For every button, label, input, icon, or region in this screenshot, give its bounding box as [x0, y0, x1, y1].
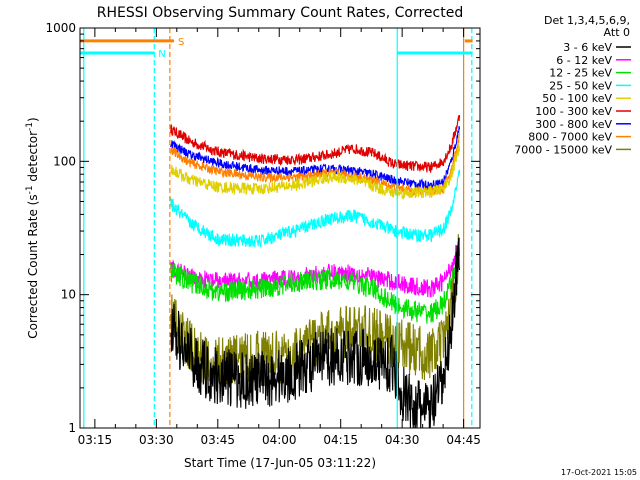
- x-tick-label: 04:00: [262, 433, 297, 447]
- legend-header-attenuator: Att 0: [604, 26, 630, 39]
- x-tick-label: 03:30: [139, 433, 174, 447]
- y-axis-label-main: Corrected Count Rate (s: [26, 194, 40, 338]
- legend-label-7000-15000-kev: 7000 - 15000 keV: [514, 143, 612, 156]
- boundary-layer: [83, 28, 473, 428]
- y-axis-label: Corrected Count Rate (s-1 detector-1): [25, 117, 40, 338]
- legend-header-detectors: Det 1,3,4,5,6,9,: [544, 14, 630, 27]
- y-tick-label: 1000: [45, 21, 76, 35]
- legend-label-3-6-kev: 3 - 6 keV: [563, 41, 612, 54]
- series-line-50-100-kev: [170, 144, 461, 200]
- series-line-300-800-kev: [170, 125, 461, 192]
- series-line-25-50-kev: [170, 169, 461, 248]
- plot-frame: [79, 27, 481, 429]
- series-line-12-25-kev: [170, 244, 461, 324]
- flag-label-n: N: [158, 49, 165, 60]
- y-tick-label: 10: [61, 288, 76, 302]
- legend-label-100-300-kev: 100 - 300 keV: [535, 105, 612, 118]
- legend-label-50-100-kev: 50 - 100 keV: [542, 92, 612, 105]
- y-axis-label-mid: detector: [26, 131, 40, 186]
- x-tick-label: 04:30: [385, 433, 420, 447]
- axes-layer: 1 10 100 1000 03:15 03:30 03:45 04:00 04:15 04:30…: [45, 21, 480, 447]
- chart-title: RHESSI Observing Summary Count Rates, Co…: [97, 5, 463, 21]
- legend-label-25-50-kev: 25 - 50 keV: [549, 79, 612, 92]
- x-tick-label: 04:45: [446, 433, 481, 447]
- series-layer: [170, 115, 461, 429]
- y-axis-label-sup2: -1: [25, 122, 35, 131]
- y-tick-label: 100: [53, 154, 76, 168]
- x-tick-label: 04:15: [323, 433, 358, 447]
- flag-layer: SN: [80, 37, 473, 60]
- series-line-3-6-kev: [170, 237, 461, 429]
- legend-label-6-12-kev: 6 - 12 keV: [556, 54, 612, 67]
- flag-label-s: S: [178, 37, 184, 48]
- legend-label-300-800-kev: 300 - 800 keV: [535, 118, 612, 131]
- y-tick-label: 1: [68, 421, 76, 435]
- x-tick-label: 03:15: [78, 433, 113, 447]
- y-axis-label-sup1: -1: [25, 185, 35, 194]
- timestamp: 17-Oct-2021 15:05: [561, 468, 637, 477]
- series-line-100-300-kev: [170, 115, 461, 173]
- legend-label-12-25-kev: 12 - 25 keV: [549, 67, 612, 80]
- series-line-7000-15000-kev: [170, 234, 461, 390]
- x-tick-label: 03:45: [200, 433, 235, 447]
- y-axis-label-end: ): [26, 117, 40, 122]
- legend-label-800-7000-kev: 800 - 7000 keV: [528, 131, 612, 144]
- x-axis-label: Start Time (17-Jun-05 03:11:22): [184, 456, 376, 470]
